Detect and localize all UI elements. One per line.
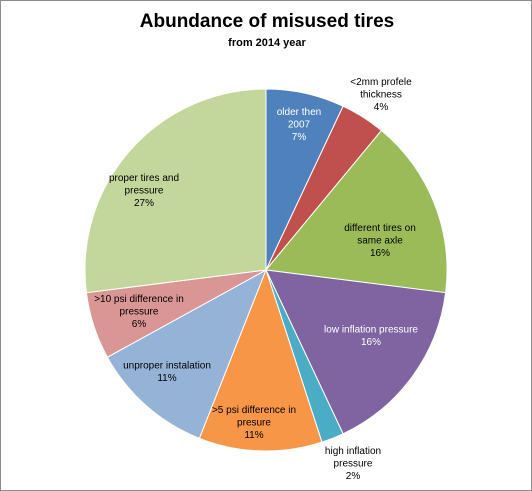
pie-slice-proper-tires-and-pressure [84,88,267,294]
slice-label-proper-tires-and-pressure: proper tires and pressure 27% [109,173,179,209]
slice-label-10-psi-difference-in-pressure: >10 psi difference in pressure 6% [94,294,184,330]
slice-label-2mm-profele-thickness: <2mm profele thickness 4% [350,77,412,113]
chart-title: Abundance of misused tires [139,11,395,32]
slice-label-different-tires-on-same-axle: different tires on same axle 16% [344,223,416,259]
slice-label-older-then-2007: older then 2007 7% [277,107,321,143]
pie-slice-unproper-instalation [106,268,267,439]
pie-slice-low-inflation-pressure [265,269,447,435]
slice-label-low-inflation-pressure: low inflation pressure 16% [324,324,418,348]
pie-slice-5-psi-difference-in-presure [198,268,323,452]
slice-label-5-psi-difference-in-presure: >5 psi difference in presure 11% [212,405,296,441]
slice-label-unproper-instalation: unproper instalation 11% [123,360,211,384]
slice-label-high-inflation-pressure: high inflation pressure 2% [325,446,381,482]
pie-slice-different-tires-on-same-axle [265,129,448,294]
chart-subtitle: from 2014 year [228,37,306,49]
